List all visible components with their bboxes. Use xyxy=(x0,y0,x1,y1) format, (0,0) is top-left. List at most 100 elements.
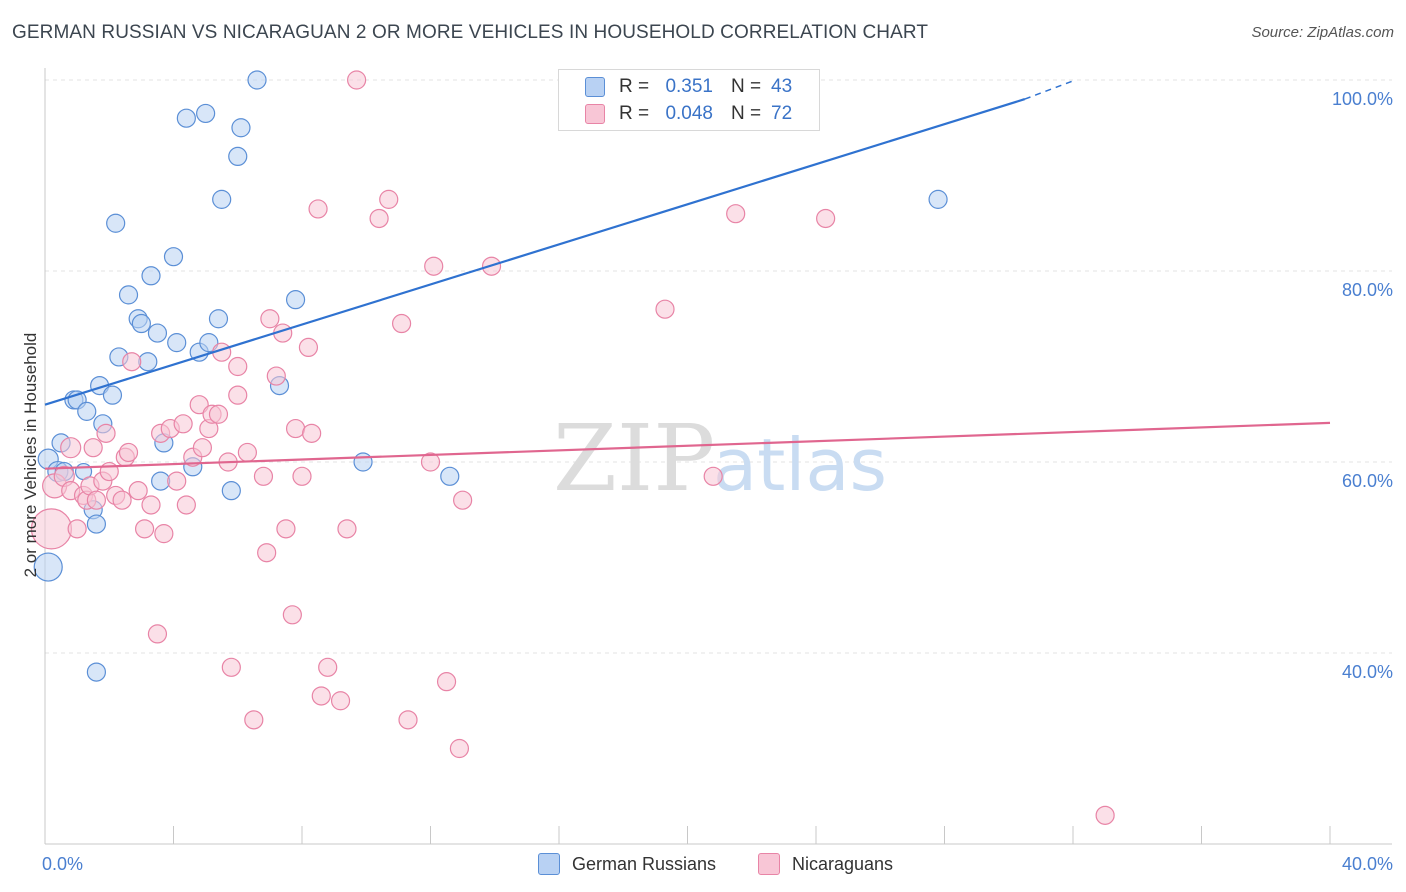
x-tick-label-min: 0.0% xyxy=(42,854,83,874)
data-point-german-russians xyxy=(86,662,107,682)
data-point-german-russians xyxy=(228,146,248,166)
data-point-nicaraguans xyxy=(292,466,312,486)
data-point-nicaraguans xyxy=(134,519,155,539)
data-point-german-russians xyxy=(118,285,139,305)
y-tick-label: 80.0% xyxy=(1342,280,1393,300)
data-point-german-russians xyxy=(147,323,168,343)
trend-line-extension-german-russians xyxy=(1024,80,1074,100)
watermark-zip: ZIP xyxy=(553,405,715,512)
data-point-german-russians xyxy=(285,290,306,310)
data-point-nicaraguans xyxy=(1095,805,1115,825)
data-point-nicaraguans xyxy=(60,437,82,459)
r-label: R = xyxy=(619,103,650,124)
data-point-nicaraguans xyxy=(655,299,675,319)
legend-label: German Russians xyxy=(572,853,717,874)
data-point-nicaraguans xyxy=(337,519,357,539)
data-point-german-russians xyxy=(141,266,161,286)
data-point-nicaraguans xyxy=(302,423,322,443)
legend-label: Nicaraguans xyxy=(792,853,894,874)
r-label: R = xyxy=(619,76,650,97)
data-point-german-russians xyxy=(86,514,107,534)
data-point-german-russians xyxy=(353,452,373,472)
data-point-german-russians xyxy=(131,313,151,334)
data-point-nicaraguans xyxy=(67,519,87,539)
n-label: N = xyxy=(731,103,762,124)
data-point-german-russians xyxy=(151,471,171,491)
data-point-german-russians xyxy=(106,213,126,233)
pink-swatch xyxy=(585,104,605,124)
n-value: 72 xyxy=(771,103,793,124)
pink-swatch xyxy=(758,853,780,875)
r-value: 0.351 xyxy=(665,76,713,97)
data-point-nicaraguans xyxy=(282,605,302,625)
data-point-nicaraguans xyxy=(420,452,441,472)
data-point-german-russians xyxy=(247,70,267,90)
data-point-nicaraguans xyxy=(298,337,319,357)
data-point-nicaraguans xyxy=(122,352,142,372)
y-tick-label: 100.0% xyxy=(1332,89,1393,109)
x-tick-label-max: 40.0% xyxy=(1342,854,1393,874)
blue-swatch xyxy=(585,77,605,97)
data-point-german-russians xyxy=(212,189,232,209)
data-point-nicaraguans xyxy=(308,199,328,219)
data-point-nicaraguans xyxy=(347,70,367,90)
y-tick-label: 40.0% xyxy=(1342,662,1393,682)
data-point-nicaraguans xyxy=(391,313,412,334)
data-point-german-russians xyxy=(102,385,123,405)
data-point-german-russians xyxy=(928,189,948,209)
data-point-german-russians xyxy=(221,481,241,501)
data-point-nicaraguans xyxy=(703,466,723,486)
data-point-nicaraguans xyxy=(244,710,264,730)
data-point-nicaraguans xyxy=(192,438,213,458)
legend-nicaraguans: Nicaraguans xyxy=(758,851,893,877)
data-point-nicaraguans xyxy=(453,490,473,510)
trend-line-german-russians xyxy=(44,98,1026,406)
data-point-nicaraguans xyxy=(726,204,746,224)
data-point-nicaraguans xyxy=(189,395,209,415)
data-point-nicaraguans xyxy=(369,208,389,229)
y-tick-label: 60.0% xyxy=(1342,471,1393,491)
data-point-nicaraguans xyxy=(173,414,193,434)
n-label: N = xyxy=(731,76,762,97)
watermark-atlas: atlas xyxy=(713,423,887,507)
data-point-german-russians xyxy=(77,401,97,421)
trend-line-nicaraguans xyxy=(44,421,1331,470)
n-value: 43 xyxy=(771,76,793,97)
data-point-nicaraguans xyxy=(318,657,338,677)
data-point-nicaraguans xyxy=(221,657,241,677)
data-point-german-russians xyxy=(208,309,229,329)
data-point-nicaraguans xyxy=(176,495,196,515)
data-point-nicaraguans xyxy=(154,524,174,544)
data-point-nicaraguans xyxy=(83,438,103,458)
data-point-nicaraguans xyxy=(379,189,399,209)
data-point-nicaraguans xyxy=(228,385,248,405)
data-point-german-russians xyxy=(176,108,196,128)
source-credit: Source: ZipAtlas.com xyxy=(1251,24,1394,41)
data-point-nicaraguans xyxy=(257,543,277,563)
data-point-german-russians xyxy=(33,552,63,582)
grid-layer xyxy=(45,79,1392,654)
data-point-nicaraguans xyxy=(449,738,470,759)
data-point-nicaraguans xyxy=(424,256,444,276)
data-point-nicaraguans xyxy=(141,495,161,515)
chart-title: GERMAN RUSSIAN VS NICARAGUAN 2 OR MORE V… xyxy=(12,22,929,43)
data-point-german-russians xyxy=(167,333,187,353)
data-point-nicaraguans xyxy=(228,356,248,377)
data-point-nicaraguans xyxy=(128,481,148,501)
data-point-nicaraguans xyxy=(147,624,168,644)
label-layer: 40.0% 60.0% 80.0% 100.0% 0.0% 40.0% xyxy=(42,89,1393,874)
data-point-nicaraguans xyxy=(276,519,296,539)
data-point-nicaraguans xyxy=(237,442,257,463)
data-point-german-russians xyxy=(440,466,460,486)
data-point-nicaraguans xyxy=(260,309,280,329)
data-point-nicaraguans xyxy=(96,423,116,443)
blue-swatch xyxy=(538,853,560,875)
stats-row-nicaraguans: R = 0.048 N = 72 xyxy=(585,101,792,127)
y-axis-title: 2 or more Vehicles in Household xyxy=(21,333,40,578)
data-point-nicaraguans xyxy=(167,471,187,491)
stats-row-german-russians: R = 0.351 N = 43 xyxy=(585,74,792,100)
data-point-nicaraguans xyxy=(208,404,229,424)
data-point-german-russians xyxy=(196,103,216,124)
stats-legend: R = 0.351 N = 43 R = 0.048 N = 72 xyxy=(558,69,820,131)
data-point-german-russians xyxy=(163,247,184,267)
